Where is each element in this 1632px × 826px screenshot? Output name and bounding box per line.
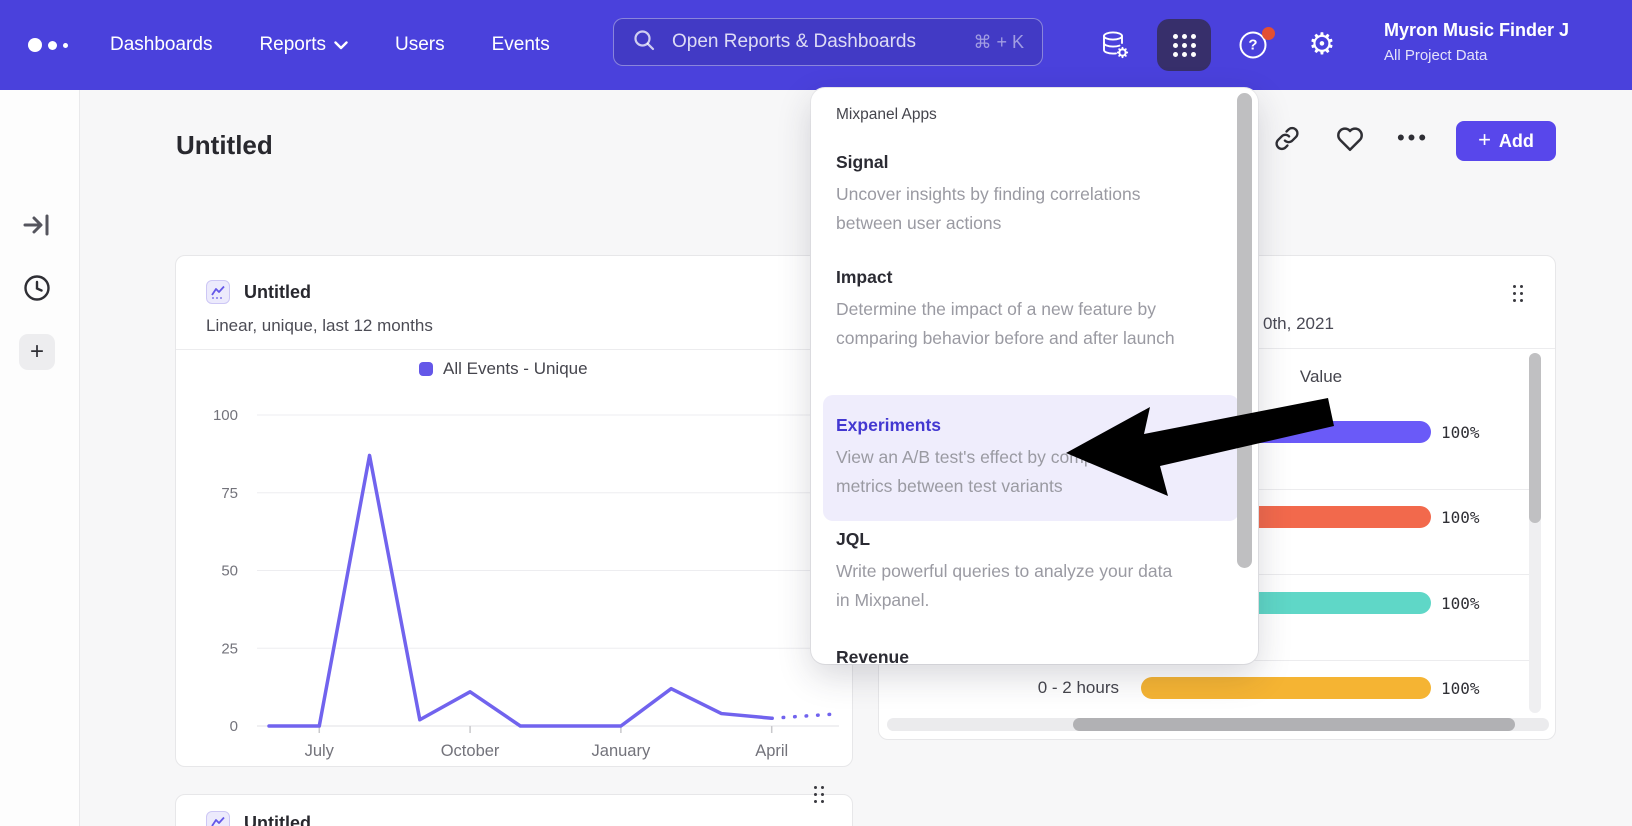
svg-text:25: 25 bbox=[221, 640, 238, 657]
notification-dot bbox=[1262, 27, 1275, 40]
nav-items: Dashboards Reports Users Events bbox=[110, 0, 550, 90]
apps-menu-item-title: Signal bbox=[836, 152, 889, 172]
svg-text:July: July bbox=[305, 742, 335, 760]
horizontal-scrollbar-thumb[interactable] bbox=[1073, 718, 1515, 731]
question-mark-icon: ? bbox=[1239, 31, 1267, 59]
line-chart-card-icon bbox=[206, 280, 230, 304]
value-column-header[interactable]: Value bbox=[1299, 367, 1343, 386]
plus-icon: + bbox=[1478, 127, 1491, 152]
user-project-switcher[interactable]: Myron Music Finder J All Project Data bbox=[1384, 20, 1632, 64]
svg-text:October: October bbox=[441, 742, 500, 760]
search-shortcut: ⌘ + K bbox=[973, 31, 1024, 52]
left-sidebar: + bbox=[0, 90, 80, 826]
recent-history-button[interactable] bbox=[23, 274, 51, 307]
apps-menu-item-jql[interactable]: JQL Write powerful queries to analyze you… bbox=[836, 527, 1196, 615]
nav-item-label: Dashboards bbox=[110, 34, 213, 55]
apps-menu-item-description: Determine the impact of a new feature by… bbox=[836, 299, 1175, 348]
project-name: All Project Data bbox=[1384, 47, 1488, 64]
nav-item-label: Users bbox=[394, 34, 445, 55]
nav-item-events[interactable]: Events bbox=[492, 34, 550, 56]
nav-item-dashboards[interactable]: Dashboards bbox=[110, 34, 212, 56]
add-button-label: Add bbox=[1498, 130, 1534, 151]
apps-menu-item-revenue[interactable]: Revenue bbox=[836, 645, 1196, 664]
card-drag-handle[interactable] bbox=[1513, 285, 1523, 302]
apps-menu-item-description: View an A/B test's effect by comparing m… bbox=[836, 447, 1133, 496]
legend-swatch bbox=[419, 362, 433, 376]
date-range-fragment: 0th, 2021 bbox=[1263, 314, 1334, 333]
top-nav: Dashboards Reports Users Events Open Report… bbox=[0, 0, 1632, 90]
apps-grid-icon bbox=[1172, 33, 1196, 57]
nav-item-reports[interactable]: Reports bbox=[259, 34, 348, 56]
data-management-icon[interactable] bbox=[1100, 29, 1130, 61]
more-options-button[interactable]: ••• bbox=[1397, 127, 1429, 150]
report-title[interactable]: Untitled bbox=[244, 813, 311, 826]
apps-menu-button[interactable] bbox=[1157, 19, 1211, 71]
apps-menu-item-description: Uncover insights by finding correlations… bbox=[836, 184, 1141, 233]
value-percent: 100% bbox=[1441, 423, 1480, 442]
chevron-down-icon bbox=[334, 40, 348, 49]
apps-menu-item-title: JQL bbox=[836, 529, 871, 549]
vertical-scrollbar-thumb[interactable] bbox=[1529, 353, 1541, 523]
row-separator bbox=[1007, 574, 1529, 575]
svg-text:0: 0 bbox=[230, 718, 238, 735]
expand-sidebar-icon bbox=[23, 214, 49, 236]
user-name: Myron Music Finder J bbox=[1384, 20, 1570, 40]
report-subtitle: Linear, unique, last 12 months bbox=[206, 316, 433, 335]
apps-menu-item-title: Revenue bbox=[836, 647, 909, 664]
apps-menu-item-signal[interactable]: Signal Uncover insights by finding correl… bbox=[836, 150, 1196, 238]
apps-menu-item-title: Impact bbox=[836, 267, 893, 287]
nav-item-label: Reports bbox=[259, 34, 326, 55]
ellipsis-icon: ••• bbox=[1396, 125, 1430, 150]
svg-text:January: January bbox=[592, 742, 651, 760]
dropdown-scrollbar-thumb[interactable] bbox=[1237, 93, 1252, 568]
apps-menu-item-impact[interactable]: Impact Determine the impact of a new feat… bbox=[836, 265, 1196, 353]
divider bbox=[176, 349, 852, 350]
svg-text:50: 50 bbox=[221, 563, 238, 580]
value-percent: 100% bbox=[1441, 594, 1480, 613]
settings-gear-button[interactable]: ⚙ bbox=[1309, 30, 1336, 60]
apps-menu-item-description: Write powerful queries to analyze your d… bbox=[836, 561, 1173, 610]
value-bar[interactable] bbox=[1141, 677, 1431, 699]
search-icon bbox=[632, 28, 656, 57]
row-separator bbox=[1007, 660, 1529, 661]
card-drag-handle[interactable] bbox=[814, 786, 824, 803]
value-percent: 100% bbox=[1441, 508, 1480, 527]
nav-item-label: Events bbox=[491, 34, 550, 55]
svg-text:April: April bbox=[755, 742, 788, 760]
clock-icon bbox=[24, 275, 50, 301]
apps-menu-item-title: Experiments bbox=[836, 415, 942, 435]
nav-item-users[interactable]: Users bbox=[395, 34, 445, 56]
heart-icon bbox=[1337, 127, 1363, 151]
apps-menu-header: Mixpanel Apps bbox=[836, 106, 937, 123]
copy-link-button[interactable] bbox=[1273, 125, 1301, 158]
plus-icon: + bbox=[19, 334, 55, 370]
row-label: 0 - 2 hours bbox=[1037, 678, 1119, 697]
legend-label: All Events - Unique bbox=[443, 359, 588, 378]
add-panel-button[interactable]: + bbox=[19, 334, 55, 370]
line-chart[interactable]: 0 25 50 75 100 July October January April bbox=[176, 256, 853, 767]
page-title: Untitled bbox=[176, 130, 273, 160]
mixpanel-logo[interactable] bbox=[28, 38, 68, 52]
gear-icon: ⚙ bbox=[1308, 28, 1336, 61]
chart-legend[interactable]: All Events - Unique bbox=[419, 359, 588, 379]
svg-text:75: 75 bbox=[221, 485, 238, 502]
add-button[interactable]: + Add bbox=[1456, 121, 1556, 161]
line-chart-card-icon bbox=[206, 811, 230, 826]
mixpanel-apps-dropdown: Mixpanel Apps Signal Uncover insights by … bbox=[811, 88, 1258, 664]
svg-text:100: 100 bbox=[213, 407, 238, 424]
help-button[interactable]: ? bbox=[1239, 31, 1267, 59]
apps-menu-item-experiments[interactable]: Experiments View an A/B test's effect by … bbox=[823, 395, 1239, 521]
search-input[interactable]: Open Reports & Dashboards ⌘ + K bbox=[613, 18, 1043, 66]
expand-sidebar-button[interactable] bbox=[23, 212, 51, 243]
link-icon bbox=[1275, 126, 1299, 151]
search-placeholder: Open Reports & Dashboards bbox=[672, 31, 916, 52]
report-title[interactable]: Untitled bbox=[244, 282, 311, 302]
value-percent: 100% bbox=[1441, 679, 1480, 698]
insights-report-card: Untitled Linear, unique, last 12 months … bbox=[175, 255, 853, 767]
favorite-button[interactable] bbox=[1335, 125, 1365, 158]
second-report-card: Untitled bbox=[175, 794, 853, 826]
